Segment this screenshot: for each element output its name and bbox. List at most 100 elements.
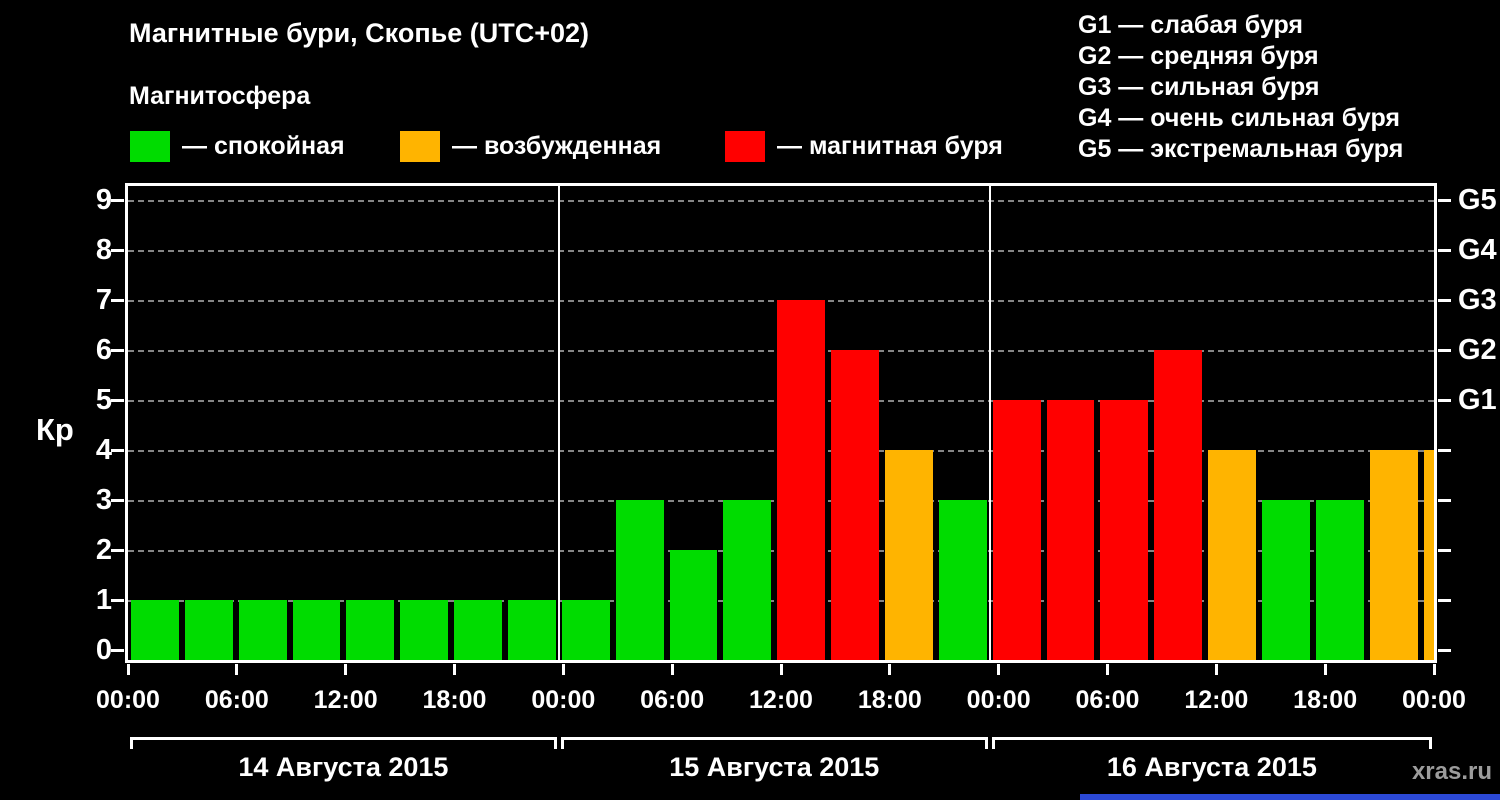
kp-bar — [1046, 400, 1095, 660]
kp-bar — [507, 600, 556, 660]
legend-swatch-icon — [725, 131, 765, 162]
day-label: 14 Августа 2015 — [238, 752, 449, 782]
day-separator-line — [557, 186, 560, 660]
g-legend-line: G4 — очень сильная буря — [1078, 104, 1400, 132]
kp-bar — [400, 600, 449, 660]
x-tick-label: 18:00 — [857, 686, 922, 714]
x-tick-label: 18:00 — [422, 686, 487, 714]
day-bracket — [560, 737, 988, 749]
x-tick-label: 12:00 — [313, 686, 378, 714]
g-scale-label: G5 — [1458, 184, 1497, 216]
kp-bar — [831, 350, 879, 660]
x-tick-label: 18:00 — [1293, 686, 1358, 714]
y-tick-label: 1 — [95, 584, 112, 616]
kp-bar — [777, 300, 826, 660]
legend-label: — спокойная — [182, 132, 345, 160]
y-tick-mark-left — [111, 449, 124, 452]
y-tick-mark-right — [1438, 299, 1451, 302]
kp-bar — [238, 600, 287, 660]
y-tick-mark-right — [1438, 649, 1451, 652]
legend-label: — магнитная буря — [777, 132, 1003, 160]
y-tick-mark-right — [1438, 349, 1451, 352]
x-tick-mark — [1432, 664, 1436, 675]
y-tick-mark-right — [1438, 599, 1451, 602]
y-tick-label: 5 — [95, 384, 112, 416]
x-tick-label: 12:00 — [1184, 686, 1249, 714]
x-tick-label: 00:00 — [1402, 686, 1466, 714]
chart-title: Магнитные бури, Скопье (UTC+02) — [129, 18, 590, 48]
y-axis-label: Кр — [36, 412, 74, 447]
kp-bar — [884, 450, 933, 660]
y-tick-mark-right — [1438, 549, 1451, 552]
x-tick-label: 00:00 — [531, 686, 596, 714]
g-scale-legend: G1 — слабая буря G2 — средняя буря G3 — си… — [1078, 10, 1403, 165]
g-scale-label: G2 — [1458, 334, 1497, 366]
kp-bar — [1369, 450, 1418, 660]
x-tick-mark — [1214, 664, 1218, 675]
y-tick-label: 3 — [95, 484, 112, 516]
x-tick-mark — [1106, 664, 1109, 675]
y-tick-mark-left — [111, 499, 124, 502]
day-label: 16 Августа 2015 — [1106, 752, 1317, 782]
legend-heading: Магнитосфера — [129, 82, 311, 110]
y-tick-mark-left — [111, 399, 124, 402]
y-tick-label: 7 — [95, 284, 112, 316]
x-tick-label: 06:00 — [640, 686, 705, 714]
g-legend-line: G5 — экстремальная буря — [1078, 135, 1404, 163]
x-tick-mark — [670, 664, 674, 675]
g-scale-label: G1 — [1458, 384, 1497, 416]
kp-bar — [454, 600, 502, 660]
x-tick-mark — [235, 664, 239, 675]
y-tick-mark-left — [111, 249, 124, 252]
kp-bar — [1261, 500, 1310, 660]
y-tick-label: 2 — [95, 534, 112, 566]
kp-bar — [1315, 500, 1364, 660]
x-tick-label: 06:00 — [1075, 686, 1140, 714]
legend-label: — возбужденная — [452, 132, 662, 160]
y-tick-mark-left — [111, 649, 124, 652]
y-tick-mark-right — [1438, 399, 1451, 402]
x-tick-label: 00:00 — [966, 686, 1031, 714]
x-tick-mark — [561, 664, 565, 675]
watermark: xras.ru — [1411, 758, 1492, 785]
y-tick-label: 9 — [95, 184, 112, 216]
x-tick-label: 12:00 — [749, 686, 813, 714]
day-label: 15 Августа 2015 — [669, 752, 880, 782]
legend-item: — магнитная буря — [725, 131, 1003, 162]
x-tick-label: 00:00 — [96, 686, 160, 714]
kp-bar — [131, 600, 179, 660]
y-tick-mark-left — [111, 599, 124, 602]
day-bracket — [991, 737, 1432, 749]
kp-bar — [561, 600, 610, 660]
legend-swatch-icon — [400, 131, 440, 162]
y-tick-mark-left — [111, 549, 124, 552]
kp-bar — [1208, 450, 1256, 660]
g-legend-line: G2 — средняя буря — [1078, 42, 1319, 70]
kp-bar — [615, 500, 664, 660]
y-tick-mark-left — [111, 199, 124, 202]
kp-bar — [292, 600, 341, 660]
kp-bar — [1154, 350, 1203, 660]
legend-swatch-icon — [130, 131, 170, 162]
kp-bar — [723, 500, 772, 660]
g-scale-label: G4 — [1458, 234, 1497, 266]
kp-bar — [669, 550, 718, 660]
y-tick-label: 6 — [95, 334, 112, 366]
grid-line — [128, 250, 1434, 252]
x-tick-mark — [888, 664, 892, 675]
kp-bar-partial — [1423, 450, 1434, 660]
x-tick-mark — [126, 664, 130, 675]
legend-item: — возбужденная — [400, 131, 661, 162]
y-tick-mark-right — [1438, 449, 1451, 452]
grid-line — [128, 200, 1434, 202]
legend-item: — спокойная — [130, 131, 345, 162]
kp-bar — [938, 500, 987, 660]
x-tick-mark — [1323, 664, 1327, 675]
x-tick-label: 06:00 — [204, 686, 269, 714]
y-tick-label: 0 — [95, 634, 112, 666]
y-tick-mark-left — [111, 299, 124, 302]
y-tick-mark-left — [111, 349, 124, 352]
y-tick-mark-right — [1438, 249, 1451, 252]
x-tick-mark — [344, 664, 348, 675]
